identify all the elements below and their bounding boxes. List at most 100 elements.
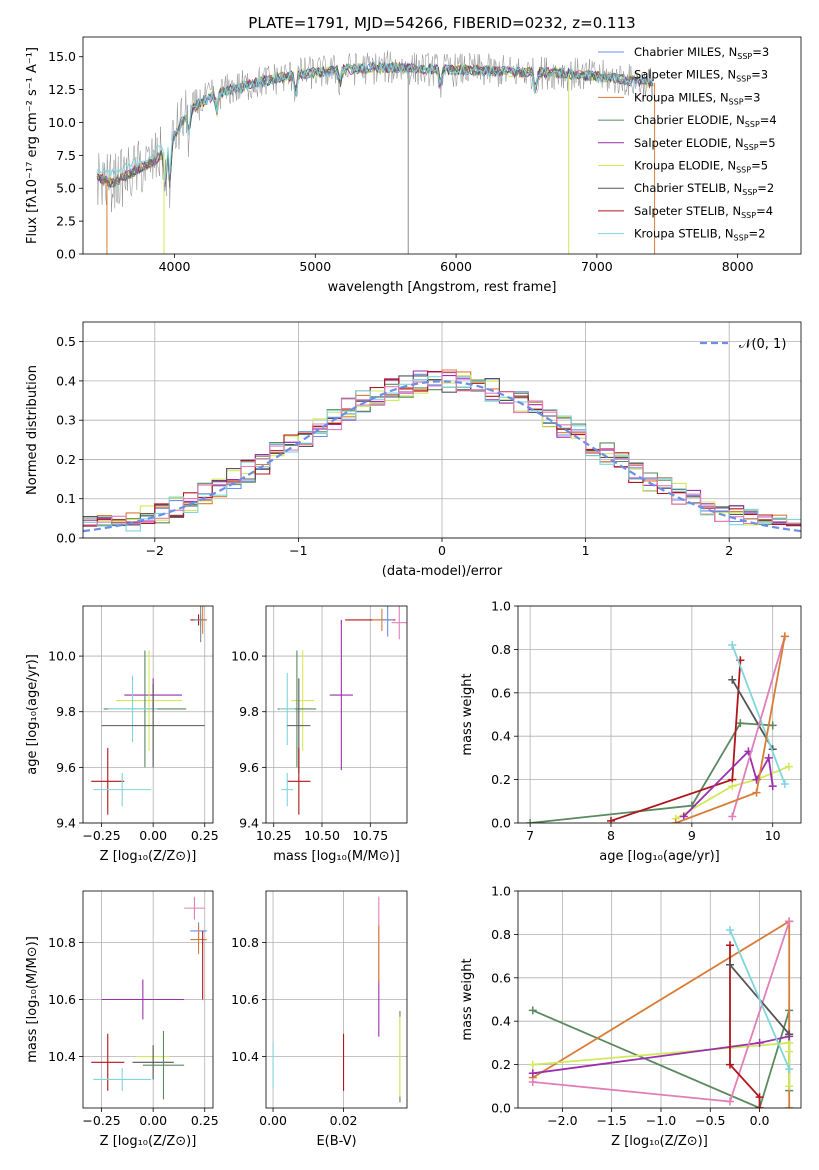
y-tick-label: 0.2 (491, 772, 511, 787)
legend-label: 𝒩(0, 1) (739, 337, 786, 352)
plot-area-mass_vs_EBV (272, 896, 401, 1103)
plus-marker (785, 917, 794, 926)
x-tick-label: −2.0 (547, 1113, 577, 1128)
series-line (675, 765, 790, 820)
plus-marker (785, 1047, 794, 1056)
axes-frame (265, 605, 408, 824)
x-tick-label: 10 (765, 828, 781, 843)
legend-label: Chabrier STELIB, NSSP=2 (634, 181, 774, 197)
axes-mass_weight_vs_Z: −2.0 −1.5 −1.0 −0.5 0.0 0.0 0.2 0.4 0.6 0.8 1.0 Z [… (460, 884, 801, 1149)
legend-label: Salpeter ELODIE, NSSP=5 (634, 136, 776, 152)
data-point (190, 925, 207, 954)
y-axis-label: Flux [fλ10⁻¹⁷ erg cm⁻² s⁻¹ A⁻¹] (25, 47, 40, 244)
x-axis-label: E(B-V) (316, 1134, 356, 1149)
plot-area-age_vs_Z (91, 606, 207, 815)
series-kroupa_stelib (728, 641, 789, 788)
y-tick-label: 9.6 (239, 760, 259, 775)
series-line (731, 636, 786, 817)
series-line (530, 722, 773, 823)
plus-marker (528, 1006, 537, 1015)
y-tick-label: 0.6 (491, 970, 511, 985)
plus-marker (726, 1060, 735, 1069)
data-point (91, 1033, 125, 1091)
y-tick-label: 0.1 (56, 491, 76, 506)
plus-marker (768, 721, 777, 730)
plus-marker (726, 960, 735, 969)
legend: Chabrier MILES, NSSP=3 Salpeter MILES, NS… (598, 45, 777, 243)
y-axis-label: Normed distribution (25, 365, 40, 495)
data-point (196, 606, 205, 643)
axes-frame (265, 890, 408, 1109)
y-tick-label: 10.6 (231, 992, 259, 1007)
y-tick-label: 9.8 (56, 704, 76, 719)
plot-area-residuals (83, 369, 801, 533)
data-point (132, 1045, 174, 1080)
y-tick-label: 1.0 (491, 884, 511, 899)
x-tick-label: 6000 (440, 259, 472, 274)
plus-marker (728, 641, 737, 650)
x-tick-label: 9 (688, 828, 696, 843)
legend: 𝒩(0, 1) (700, 337, 786, 352)
y-tick-label: 10.8 (48, 935, 76, 950)
legend-label: Chabrier MILES, NSSP=3 (634, 45, 769, 61)
x-tick-label: 7 (526, 828, 534, 843)
y-tick-label: 15.0 (48, 49, 76, 64)
y-tick-label: 10.6 (48, 992, 76, 1007)
plus-marker (528, 1069, 537, 1078)
plus-marker (768, 782, 777, 791)
plus-marker (526, 819, 535, 823)
x-tick-label: −1.5 (596, 1113, 626, 1128)
plus-marker (728, 782, 737, 791)
x-tick-label: −0.25 (82, 1113, 120, 1128)
y-tick-label: 9.4 (239, 816, 259, 831)
y-tick-label: 10.0 (231, 649, 259, 664)
y-tick-label: 10.0 (48, 649, 76, 664)
x-axis-label: Z [log₁₀(Z/Z⊙)] (100, 1134, 197, 1149)
x-tick-label: −1 (289, 543, 307, 558)
y-tick-label: 9.8 (239, 704, 259, 719)
series-salpeter_stelib (606, 656, 745, 823)
plus-marker (528, 1077, 537, 1086)
axes-frame (82, 890, 214, 1109)
normal-curve (83, 380, 801, 533)
data-point (381, 606, 394, 637)
y-tick-label: 9.4 (56, 816, 76, 831)
x-tick-label: 0.00 (139, 1113, 167, 1128)
data-point (93, 772, 152, 807)
data-point (281, 772, 294, 807)
series-pink (528, 917, 794, 1106)
x-tick-label: 7000 (581, 259, 613, 274)
y-tick-label: 7.5 (56, 148, 76, 163)
plot-area-mass_weight_vs_age (526, 632, 793, 823)
y-tick-label: 0.0 (491, 816, 511, 831)
x-tick-label: 0 (438, 543, 446, 558)
plus-marker (606, 816, 615, 823)
plus-marker (726, 926, 735, 935)
series-kroupa_stelib (726, 926, 794, 1073)
data-point (91, 747, 125, 815)
legend-label: Kroupa STELIB, NSSP=2 (634, 227, 765, 243)
plus-marker (784, 762, 793, 771)
plus-marker (755, 1104, 764, 1108)
plus-marker (785, 1104, 794, 1108)
histogram-pink (83, 371, 801, 526)
plus-marker (764, 753, 773, 762)
x-tick-label: 0.25 (191, 1113, 219, 1128)
data-point (101, 979, 185, 1020)
plus-marker (736, 719, 745, 728)
x-axis-label: Z [log₁₀(Z/Z⊙)] (611, 1134, 708, 1149)
axes-frame (82, 605, 214, 824)
axes-residuals: −2 −1 0 1 2 0.0 0.1 0.2 0.3 0.4 0.5 (data-model)/er… (25, 322, 801, 579)
data-point (279, 672, 295, 746)
series-line (610, 660, 742, 822)
plot-area-mass_vs_Z (91, 896, 207, 1100)
plus-marker (728, 675, 737, 684)
data-point (184, 896, 205, 920)
axes-spectrum: 4000 5000 6000 7000 8000 0.0 2.5 5.0 7.5 10.0 12.5… (25, 47, 754, 295)
x-tick-label: 10.50 (304, 828, 340, 843)
x-tick-label: −2 (146, 543, 164, 558)
series-line (731, 644, 786, 785)
legend-label: Kroupa MILES, NSSP=3 (634, 90, 760, 106)
series-salpeter_elodie (528, 1032, 794, 1078)
